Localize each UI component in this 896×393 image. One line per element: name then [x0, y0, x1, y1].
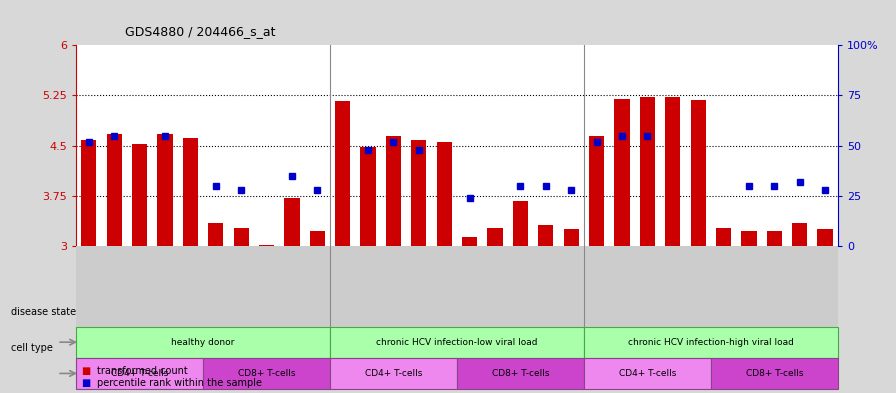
Bar [330, 358, 457, 389]
Text: chronic HCV infection-low viral load: chronic HCV infection-low viral load [376, 338, 538, 347]
Text: transformed count: transformed count [97, 366, 187, 376]
Bar [284, 198, 299, 246]
Bar [411, 140, 426, 246]
Bar [665, 97, 680, 246]
Bar [767, 231, 782, 246]
Bar [436, 142, 452, 246]
Bar [386, 136, 401, 246]
Bar [589, 136, 604, 246]
Bar [132, 144, 147, 246]
Bar [76, 327, 330, 358]
Bar [158, 134, 173, 246]
Bar [792, 223, 807, 246]
Bar [741, 231, 756, 246]
Text: CD8+ T-cells: CD8+ T-cells [745, 369, 803, 378]
Bar [462, 237, 478, 246]
Bar [640, 97, 655, 246]
Text: disease state: disease state [11, 307, 76, 318]
Bar [584, 358, 711, 389]
Text: percentile rank within the sample: percentile rank within the sample [97, 378, 262, 388]
Bar [330, 327, 584, 358]
Bar [335, 101, 350, 246]
Bar [691, 100, 706, 246]
Text: healthy donor: healthy donor [171, 338, 235, 347]
Bar [208, 223, 223, 246]
Text: CD8+ T-cells: CD8+ T-cells [237, 369, 296, 378]
Bar [538, 225, 554, 246]
Bar [82, 140, 97, 246]
Text: GDS4880 / 204466_s_at: GDS4880 / 204466_s_at [125, 26, 276, 39]
Bar [183, 138, 198, 246]
Bar [716, 228, 731, 246]
Bar [203, 358, 330, 389]
Text: CD4+ T-cells: CD4+ T-cells [365, 369, 422, 378]
Text: cell type: cell type [11, 343, 53, 353]
Bar [259, 245, 274, 246]
Text: chronic HCV infection-high viral load: chronic HCV infection-high viral load [628, 338, 794, 347]
Bar [615, 99, 630, 246]
Text: ■: ■ [81, 366, 90, 376]
Bar [360, 147, 375, 246]
Bar [584, 327, 838, 358]
Bar [76, 358, 203, 389]
Bar [310, 231, 325, 246]
Bar [711, 358, 838, 389]
Bar [234, 228, 249, 246]
Text: CD8+ T-cells: CD8+ T-cells [492, 369, 549, 378]
Bar [457, 358, 584, 389]
Text: ■: ■ [81, 378, 90, 388]
Bar [107, 134, 122, 246]
Text: CD4+ T-cells: CD4+ T-cells [618, 369, 676, 378]
Bar [487, 228, 503, 246]
Bar [564, 230, 579, 246]
Text: CD4+ T-cells: CD4+ T-cells [111, 369, 168, 378]
Bar [817, 230, 832, 246]
Bar [513, 200, 528, 246]
